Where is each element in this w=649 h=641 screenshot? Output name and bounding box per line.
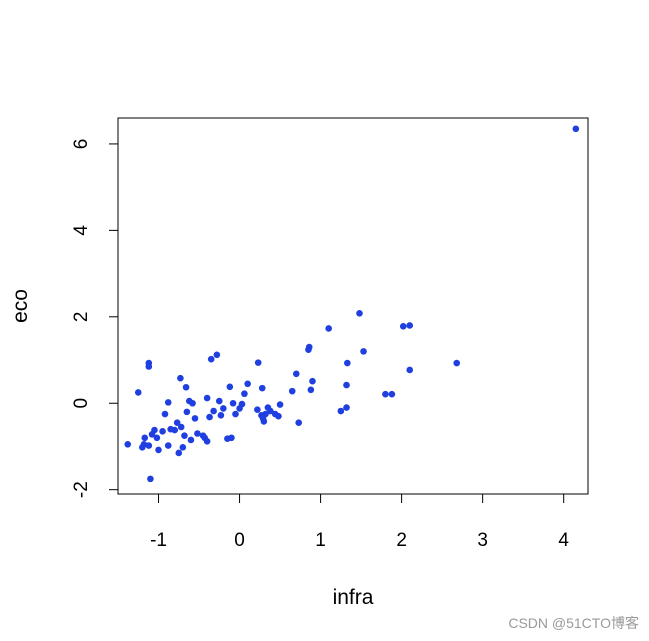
data-point xyxy=(288,387,296,395)
data-point xyxy=(164,442,172,449)
data-point xyxy=(179,444,187,451)
y-tick-label: -2 xyxy=(71,481,92,498)
data-point xyxy=(175,449,183,457)
data-point xyxy=(337,407,345,415)
data-point xyxy=(356,310,363,317)
y-axis-title: eco xyxy=(9,289,32,323)
x-tick-label: 1 xyxy=(315,530,326,551)
data-point xyxy=(271,410,279,418)
data-point xyxy=(215,397,223,405)
data-point xyxy=(453,359,461,367)
data-point xyxy=(167,425,174,433)
data-point xyxy=(344,359,351,367)
data-point xyxy=(203,394,211,402)
data-point xyxy=(382,390,389,398)
data-point xyxy=(206,413,213,421)
data-point xyxy=(210,407,217,415)
data-point xyxy=(145,363,153,370)
data-point xyxy=(155,446,162,454)
data-point xyxy=(164,399,172,406)
data-point xyxy=(343,381,350,389)
data-point xyxy=(292,370,300,378)
data-point xyxy=(264,404,272,411)
data-point xyxy=(406,322,414,329)
data-point xyxy=(399,323,407,330)
data-point xyxy=(220,405,227,412)
data-point xyxy=(258,384,266,392)
y-tick-label: 0 xyxy=(71,398,92,409)
data-point xyxy=(406,366,414,374)
data-point xyxy=(153,434,161,442)
data-point xyxy=(232,410,239,418)
x-tick-label: 2 xyxy=(396,530,407,551)
y-tick-label: 2 xyxy=(71,312,92,323)
data-point xyxy=(254,359,262,366)
data-point xyxy=(183,408,191,416)
data-point xyxy=(161,410,169,418)
data-point xyxy=(224,435,231,442)
data-point xyxy=(147,475,154,483)
data-point xyxy=(201,434,209,442)
data-point xyxy=(177,374,184,382)
x-tick-label: 3 xyxy=(477,530,488,551)
data-point xyxy=(226,383,234,391)
x-tick-label: 4 xyxy=(558,530,569,551)
data-point xyxy=(141,434,149,442)
x-tick-label: 0 xyxy=(234,530,245,551)
data-point xyxy=(254,406,261,414)
data-point xyxy=(139,444,146,451)
data-point xyxy=(148,431,156,438)
data-point xyxy=(134,389,142,396)
y-tick-label: 6 xyxy=(71,139,92,150)
data-point xyxy=(229,399,237,407)
data-point xyxy=(191,415,199,422)
x-tick-label: -1 xyxy=(150,530,167,551)
data-point xyxy=(194,430,201,437)
data-point xyxy=(186,397,193,405)
plot-frame xyxy=(117,117,589,495)
y-tick-label: 4 xyxy=(71,225,92,236)
data-point xyxy=(181,432,188,439)
data-point xyxy=(388,390,396,398)
data-point xyxy=(572,125,580,133)
x-axis: -1 0 1 2 3 4 xyxy=(150,493,569,551)
data-point xyxy=(217,412,225,419)
data-point xyxy=(213,351,221,359)
data-point xyxy=(307,386,315,394)
x-axis-title: infra xyxy=(333,586,374,609)
data-point xyxy=(360,348,367,355)
data-point xyxy=(325,325,332,332)
data-point xyxy=(187,436,195,444)
data-point xyxy=(241,390,248,398)
data-point xyxy=(177,423,185,431)
data-points xyxy=(124,125,580,483)
data-point xyxy=(309,377,316,385)
data-point xyxy=(305,346,312,353)
watermark-text: CSDN @51CTO博客 xyxy=(508,615,639,631)
data-point xyxy=(244,380,251,388)
data-point xyxy=(207,355,215,363)
data-point xyxy=(258,412,265,419)
data-point xyxy=(124,440,132,448)
data-point xyxy=(295,419,303,426)
data-point xyxy=(236,405,243,412)
data-point xyxy=(276,401,284,408)
data-point xyxy=(173,419,181,426)
y-axis: -2 0 2 4 6 xyxy=(71,139,119,498)
data-point xyxy=(343,404,350,411)
data-point xyxy=(159,428,166,435)
data-point xyxy=(182,383,190,391)
